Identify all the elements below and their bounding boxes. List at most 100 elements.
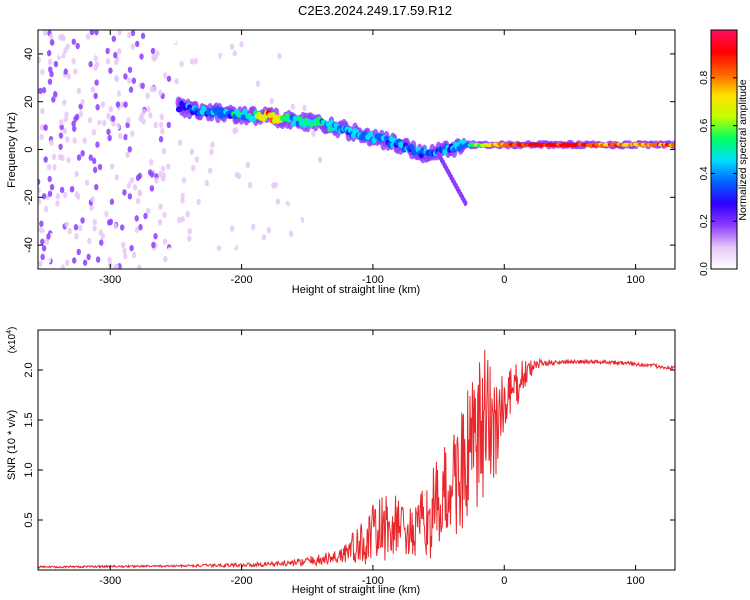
spectrogram-noise-dot	[47, 58, 53, 66]
spectrogram-noise-dot	[87, 237, 92, 245]
spectrogram-noise-dot	[90, 195, 95, 203]
spectrogram-noise-dot	[66, 73, 72, 80]
spectrogram-noise-dot	[269, 155, 275, 163]
spectrogram-noise-dot	[161, 147, 167, 155]
spectrogram-noise-dot	[120, 224, 125, 231]
spectrogram-noise-dot	[127, 31, 132, 39]
spectrogram-noise-dot	[115, 101, 121, 108]
spectrogram-ytick-label: 0	[23, 146, 35, 152]
spectrogram-noise-dot	[80, 150, 85, 157]
spectrogram-noise-dot	[82, 137, 87, 144]
spectrogram-noise-dot	[160, 128, 165, 135]
spectrogram-noise-dot	[230, 175, 235, 182]
spectrogram-noise-dot	[43, 124, 48, 131]
spectrogram-noise-dot	[154, 177, 159, 184]
spectrogram-noise-dot	[266, 226, 272, 234]
spectrogram-noise-dot	[138, 224, 143, 231]
spectrogram-noise-dot	[95, 133, 100, 140]
spectrogram-noise-dot	[123, 73, 128, 80]
spectrogram-noise-dot	[67, 228, 72, 235]
spectrogram-noise-dot	[113, 263, 119, 269]
spectrogram-noise-dot	[110, 115, 116, 122]
spectrogram-noise-dot	[137, 190, 143, 197]
spectrogram-noise-dot	[137, 172, 143, 180]
spectrogram-noise-dot	[160, 32, 165, 40]
snr-xtick-label: 100	[626, 575, 644, 587]
spectrogram-noise-dot	[106, 128, 111, 135]
spectrogram-noise-dot	[80, 217, 85, 224]
spectrogram-noise-dot	[184, 152, 190, 159]
spectrogram-noise-dot	[107, 256, 112, 264]
spectrogram-noise-dot	[55, 200, 60, 207]
spectrogram-noise-dot	[158, 136, 164, 143]
spectrogram-noise-dot	[104, 210, 109, 218]
spectrogram-noise-dot	[59, 186, 65, 194]
spectrogram-noise-dot	[152, 85, 157, 92]
spectrogram-noise-dot	[40, 68, 45, 76]
spectrogram-noise-dot	[196, 215, 201, 223]
snr-yscale-exponent: 4	[6, 330, 13, 334]
spectrogram-noise-dot	[80, 98, 85, 106]
spectrogram-noise-dot	[159, 113, 165, 121]
spectrogram-noise-dot	[158, 171, 163, 178]
spectrogram-noise-dot	[213, 220, 218, 227]
spectrogram-noise-dot	[127, 193, 133, 200]
spectrogram-noise-dot	[180, 197, 185, 204]
snr-ytick-label: 0.5	[23, 512, 35, 527]
spectrogram-noise-dot	[132, 251, 137, 259]
spectrogram-noise-dot	[220, 55, 226, 62]
spectrogram-noise-dot	[120, 101, 125, 108]
spectrogram-noise-dot	[62, 191, 68, 199]
spectrogram-noise-dot	[75, 42, 80, 50]
spectrogram-noise-dot	[108, 67, 113, 74]
spectrogram-noise-dot	[55, 192, 60, 200]
snr-panel: -300 -200 -100 0 100 0.5 1.0 1.5 2.0 Height of s…	[6, 327, 676, 596]
spectrogram-noise-dot	[134, 215, 139, 222]
spectrogram-noise-dot	[46, 233, 51, 240]
spectrogram-noise-dot	[91, 157, 97, 165]
spectrogram-noise-dot	[39, 133, 44, 141]
spectrogram-noise-dot	[99, 239, 104, 246]
spectrogram-noise-dot	[58, 50, 63, 57]
spectrogram-noise-dot	[197, 161, 202, 168]
spectrogram-noise-dot	[130, 43, 136, 50]
spectrogram-noise-dot	[47, 78, 53, 85]
spectrogram-noise-dot	[39, 124, 45, 131]
spectrogram-noise-dot	[98, 123, 103, 131]
spectrogram-noise-dot	[268, 78, 273, 86]
snr-ytick-label: 1.0	[23, 462, 35, 477]
spectrogram-noise-dot	[166, 163, 171, 170]
spectrogram-noise-dot	[251, 223, 256, 231]
spectrogram-ridge-mark	[290, 120, 297, 127]
spectrogram-noise-dot	[116, 90, 122, 97]
spectrogram-noise-dot	[153, 233, 158, 240]
spectrogram-noise-dot	[51, 153, 57, 161]
spectrogram-noise-dot	[158, 89, 163, 97]
spectrogram-noise-dot	[247, 181, 253, 189]
chart-title: C2E3.2024.249.17.59.R12	[298, 3, 452, 18]
spectrogram-noise-dot	[187, 228, 192, 235]
spectrogram-noise-dot	[101, 197, 107, 204]
spectrogram-noise-dot	[38, 198, 42, 205]
spectrogram-noise-dot	[123, 133, 128, 141]
spectrogram-noise-dot	[114, 74, 119, 82]
spectrogram-noise-dot	[113, 222, 118, 230]
spectrogram-noise-dot	[117, 30, 122, 36]
spectrogram-noise-dot	[46, 49, 52, 57]
spectrogram-noise-dot	[177, 216, 182, 224]
spectrogram-noise-dot	[66, 157, 71, 164]
spectrogram-noise-dot	[204, 179, 210, 187]
spectrogram-noise-dot	[95, 141, 100, 148]
spectrogram-noise-dot	[150, 47, 156, 55]
spectrogram-noise-dot	[311, 130, 316, 137]
spectrogram-noise-dot	[135, 40, 140, 48]
spectrogram-noise-dot	[74, 233, 79, 240]
spectrogram-noise-dot	[298, 192, 304, 199]
spectrogram-noise-dot	[71, 38, 77, 45]
spectrogram-noise-dot	[209, 148, 214, 156]
spectrogram-noise-dot	[265, 128, 270, 135]
spectrogram-noise-dot	[100, 129, 106, 136]
snr-series-line	[38, 349, 675, 570]
spectrogram-noise-dot	[195, 180, 200, 188]
spectrogram-noise-dot	[73, 224, 79, 231]
